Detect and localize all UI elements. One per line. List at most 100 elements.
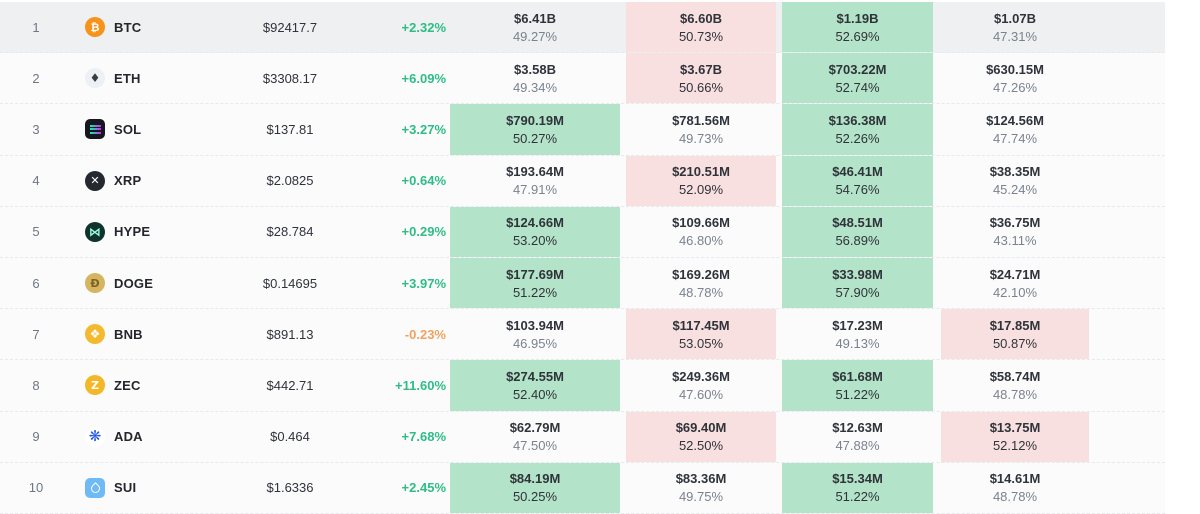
volume-cell: $109.66M 46.80% bbox=[626, 207, 776, 257]
coin-cell[interactable]: ❖ BNB bbox=[72, 309, 212, 359]
volume-cell: $6.41B 49.27% bbox=[450, 2, 620, 52]
volume-pct: 51.22% bbox=[835, 386, 880, 402]
coin-cell[interactable]: ✕ XRP bbox=[72, 156, 212, 206]
volume-pct: 52.12% bbox=[992, 438, 1038, 454]
coin-cell[interactable]: SUI bbox=[72, 463, 212, 513]
coin-symbol-label: HYPE bbox=[114, 224, 151, 240]
volume-value: $14.61M bbox=[989, 471, 1041, 487]
volume-cell: $1.19B 52.69% bbox=[782, 2, 933, 53]
price-value: $3308.17 bbox=[262, 70, 318, 86]
volume-cell: $83.36M 49.75% bbox=[626, 463, 776, 513]
volume-pct: 46.80% bbox=[678, 233, 724, 249]
volume-value: $61.68M bbox=[832, 368, 883, 384]
coin-symbol-label: XRP bbox=[114, 173, 142, 189]
table-row[interactable]: 2 ♦ ETH $3308.17 +6.09% $3.58B 49.34% $3… bbox=[0, 53, 1165, 105]
volume-cell: $136.38M 52.26% bbox=[782, 104, 933, 155]
volume-value: $169.26M bbox=[672, 266, 730, 282]
volume-value: $17.23M bbox=[832, 317, 883, 333]
volume-cell: $124.56M 47.74% bbox=[941, 104, 1089, 154]
volume-cell: $790.19M 50.27% bbox=[450, 104, 620, 155]
volume-value: $3.58B bbox=[514, 61, 556, 77]
volume-cell: $6.60B 50.73% bbox=[626, 2, 776, 53]
coin-symbol-label: SUI bbox=[114, 480, 137, 496]
volume-value: $274.55M bbox=[506, 368, 564, 384]
volume-pct: 47.60% bbox=[678, 386, 724, 402]
volume-pct: 52.50% bbox=[678, 438, 724, 454]
change-percent: +7.68% bbox=[401, 429, 446, 445]
btc-icon: ₿ bbox=[85, 17, 105, 38]
rank-label: 9 bbox=[32, 429, 40, 445]
coin-cell[interactable]: ₿ BTC bbox=[72, 2, 212, 52]
volume-cell: $630.15M 47.26% bbox=[941, 53, 1089, 103]
volume-cell: $177.69M 51.22% bbox=[450, 257, 620, 309]
volume-pct: 50.27% bbox=[512, 130, 558, 146]
table-row[interactable]: 6 Ð DOGE $0.14695 +3.97% $177.69M 51.22%… bbox=[0, 257, 1165, 310]
volume-value: $630.15M bbox=[986, 61, 1044, 77]
volume-value: $83.36M bbox=[675, 471, 727, 487]
table-row[interactable]: 10 SUI $1.6336 +2.45% $84.19M 50.25% $83… bbox=[0, 462, 1165, 514]
volume-pct: 47.26% bbox=[992, 79, 1038, 95]
volume-cell: $17.85M 50.87% bbox=[941, 309, 1089, 360]
volume-cell: $46.41M 54.76% bbox=[782, 155, 933, 206]
volume-pct: 50.66% bbox=[678, 79, 724, 95]
table-row[interactable]: 4 ✕ XRP $2.0825 +0.64% $193.64M 47.91% $… bbox=[0, 155, 1165, 207]
price-value: $28.784 bbox=[266, 224, 314, 240]
volume-cell: $48.51M 56.89% bbox=[782, 206, 933, 257]
price-value: $137.81 bbox=[266, 121, 314, 137]
volume-cell: $62.79M 47.50% bbox=[450, 412, 620, 462]
table-row[interactable]: 5 ⋈ HYPE $28.784 +0.29% $124.66M 53.20% … bbox=[0, 206, 1165, 258]
volume-pct: 47.91% bbox=[512, 182, 558, 198]
volume-pct: 53.20% bbox=[512, 233, 558, 249]
coin-cell[interactable]: ♦ ETH bbox=[72, 53, 212, 103]
sui-icon bbox=[85, 477, 105, 498]
volume-value: $17.85M bbox=[989, 317, 1041, 333]
rank-label: 2 bbox=[32, 70, 40, 86]
bnb-icon: ❖ bbox=[85, 324, 105, 345]
volume-value: $38.35M bbox=[989, 164, 1041, 180]
volume-pct: 51.22% bbox=[512, 284, 558, 300]
crypto-volume-table: 1 ₿ BTC $92417.7 +2.32% $6.41B 49.27% $6… bbox=[0, 0, 1165, 514]
coin-cell[interactable]: SOL bbox=[72, 104, 212, 154]
eth-icon: ♦ bbox=[85, 68, 105, 89]
coin-cell[interactable]: Z ZEC bbox=[72, 360, 212, 410]
coin-cell[interactable]: ⋈ HYPE bbox=[72, 207, 212, 257]
coin-symbol-label: BNB bbox=[114, 326, 143, 342]
volume-pct: 47.50% bbox=[512, 438, 558, 454]
volume-cell: $84.19M 50.25% bbox=[450, 462, 620, 513]
coin-cell[interactable]: ❋ ADA bbox=[72, 412, 212, 462]
volume-pct: 52.74% bbox=[835, 79, 880, 95]
volume-value: $33.98M bbox=[832, 266, 883, 282]
volume-value: $124.66M bbox=[506, 215, 564, 231]
price-value: $0.464 bbox=[270, 429, 310, 445]
volume-cell: $14.61M 48.78% bbox=[941, 463, 1089, 513]
table-row[interactable]: 3 SOL $137.81 +3.27% $790.19M 50.27% $78… bbox=[0, 104, 1165, 156]
table-row[interactable]: 8 Z ZEC $442.71 +11.60% $274.55M 52.40% … bbox=[0, 360, 1165, 412]
volume-value: $69.40M bbox=[675, 420, 727, 436]
volume-pct: 48.78% bbox=[992, 489, 1038, 505]
change-percent: +0.29% bbox=[401, 224, 446, 240]
volume-cell: $3.67B 50.66% bbox=[626, 53, 776, 104]
volume-cell: $17.23M 49.13% bbox=[782, 309, 933, 359]
table-row[interactable]: 7 ❖ BNB $891.13 -0.23% $103.94M 46.95% $… bbox=[0, 309, 1165, 361]
volume-cell: $3.58B 49.34% bbox=[450, 53, 620, 103]
volume-value: $3.67B bbox=[680, 61, 722, 77]
volume-value: $48.51M bbox=[832, 215, 883, 231]
table-row[interactable]: 9 ❋ ADA $0.464 +7.68% $62.79M 47.50% $69… bbox=[0, 411, 1165, 463]
price-value: $0.14695 bbox=[262, 275, 318, 291]
volume-cell: $274.55M 52.40% bbox=[450, 360, 620, 411]
volume-pct: 53.05% bbox=[678, 335, 724, 351]
volume-pct: 52.40% bbox=[512, 386, 558, 402]
volume-pct: 57.90% bbox=[835, 284, 880, 300]
volume-cell: $781.56M 49.73% bbox=[626, 104, 776, 154]
volume-value: $103.94M bbox=[506, 317, 564, 333]
volume-value: $24.71M bbox=[989, 266, 1041, 282]
volume-pct: 48.78% bbox=[678, 284, 724, 300]
volume-value: $1.19B bbox=[836, 10, 879, 26]
change-percent: +2.45% bbox=[401, 480, 446, 496]
doge-icon: Ð bbox=[85, 273, 105, 294]
coin-cell[interactable]: Ð DOGE bbox=[72, 258, 212, 308]
change-percent: +11.60% bbox=[395, 377, 446, 393]
table-row[interactable]: 1 ₿ BTC $92417.7 +2.32% $6.41B 49.27% $6… bbox=[0, 2, 1165, 54]
volume-cell: $13.75M 52.12% bbox=[941, 411, 1089, 462]
coin-symbol-label: ZEC bbox=[114, 377, 141, 393]
